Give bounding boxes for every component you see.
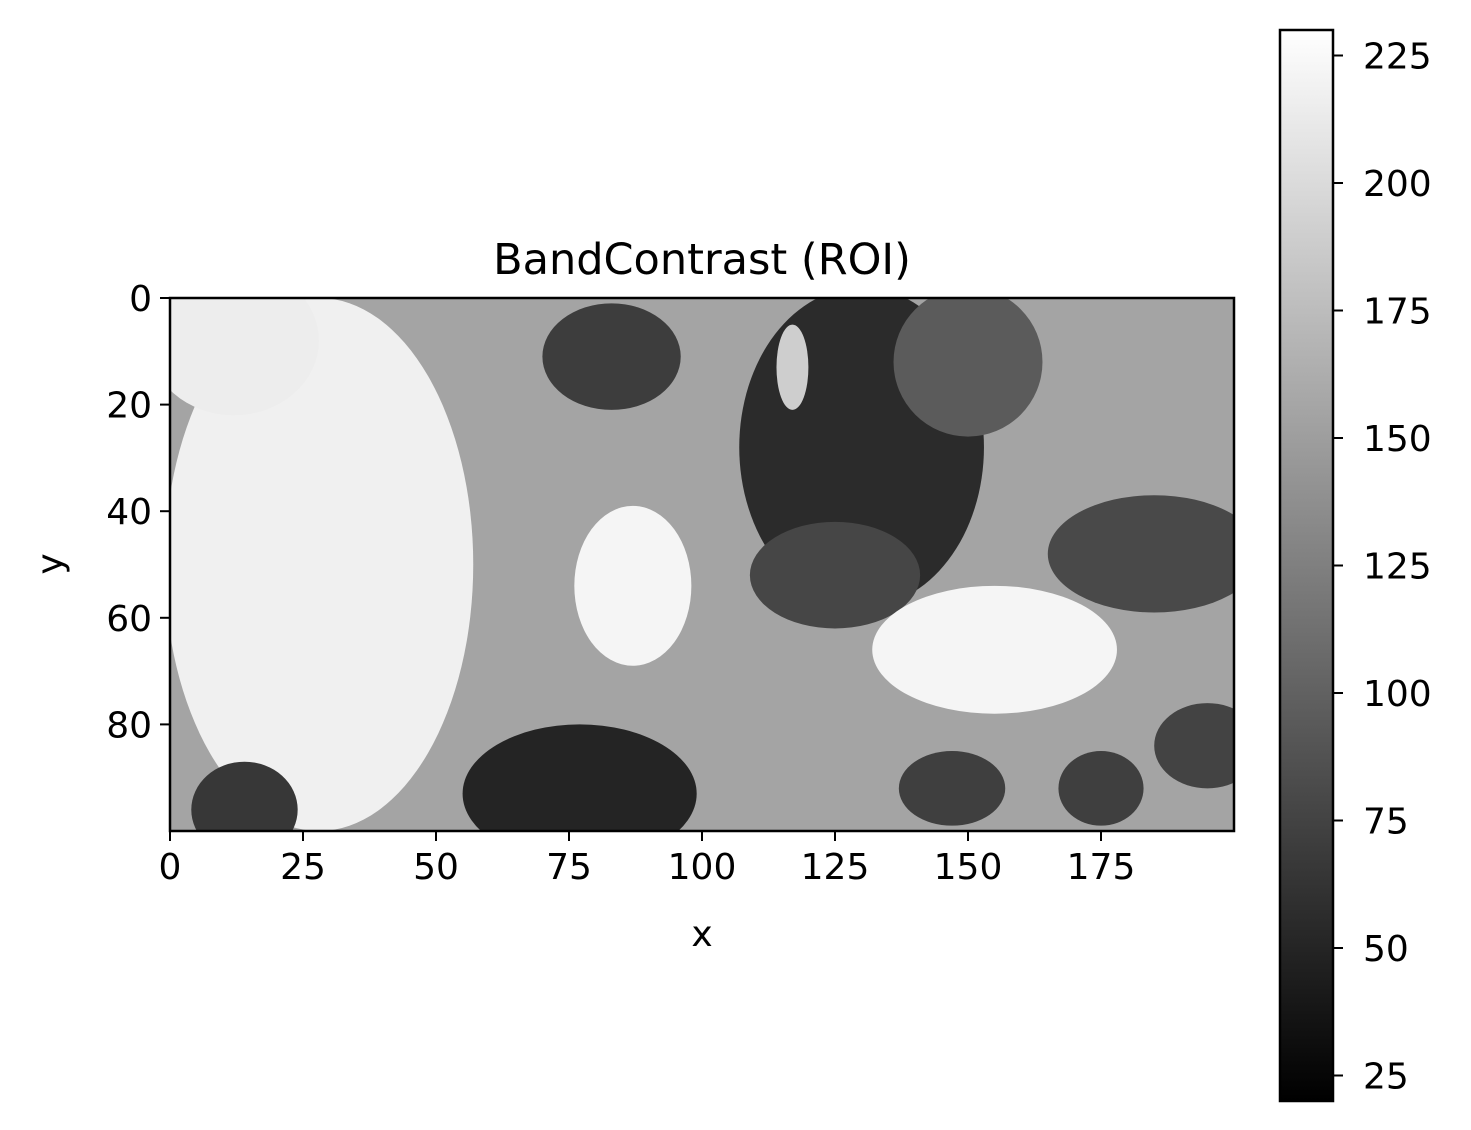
- colorbar-tick-label: 125: [1363, 547, 1432, 588]
- y-tick-label: 40: [106, 492, 152, 533]
- colorbar-ticks: 25 50 75 100 125 150 175 200 225: [1333, 37, 1432, 1098]
- x-axis-label: x: [691, 914, 712, 955]
- colorbar-tick-label: 150: [1363, 419, 1432, 460]
- x-tick-label: 0: [159, 847, 182, 888]
- heatmap-region: [462, 724, 697, 831]
- heatmap-region: [893, 298, 1043, 437]
- colorbar-tick-label: 200: [1363, 164, 1432, 205]
- heatmap-area: [170, 298, 1234, 831]
- x-tick-label: 75: [546, 847, 592, 888]
- heatmap-region: [574, 505, 692, 666]
- x-tick-label: 100: [668, 847, 737, 888]
- heatmap-region: [749, 521, 921, 629]
- heatmap-region: [872, 585, 1117, 714]
- y-tick-label: 0: [129, 279, 152, 320]
- heatmap-region: [170, 298, 474, 831]
- colorbar-tick-label: 225: [1363, 37, 1432, 78]
- x-tick-label: 125: [801, 847, 870, 888]
- heatmap-region: [776, 324, 809, 410]
- y-axis-label: y: [30, 553, 71, 574]
- heatmap-region: [1154, 703, 1234, 789]
- chart-title: BandContrast (ROI): [493, 235, 911, 285]
- x-axis-ticks: 0 25 50 75 100 125 150 175: [159, 831, 1136, 888]
- colorbar-tick-label: 50: [1363, 929, 1409, 970]
- heatmap-region: [170, 298, 319, 416]
- y-axis-ticks: 0 20 40 60 80: [106, 279, 170, 746]
- colorbar-tick-label: 25: [1363, 1057, 1409, 1098]
- x-tick-label: 50: [413, 847, 459, 888]
- y-tick-label: 20: [106, 386, 152, 427]
- heatmap-region: [191, 761, 298, 831]
- x-tick-label: 175: [1067, 847, 1136, 888]
- y-tick-label: 80: [106, 705, 152, 746]
- colorbar: [1278, 28, 1335, 1103]
- heatmap-region: [1047, 495, 1234, 613]
- x-tick-label: 25: [280, 847, 326, 888]
- y-tick-label: 60: [106, 599, 152, 640]
- heatmap-region: [542, 303, 681, 410]
- colorbar-tick-label: 75: [1363, 802, 1409, 843]
- heatmap-region: [1058, 751, 1144, 826]
- heatmap-region: [898, 751, 1006, 826]
- colorbar-tick-label: 100: [1363, 674, 1432, 715]
- x-tick-label: 150: [934, 847, 1003, 888]
- colorbar-tick-label: 175: [1363, 292, 1432, 333]
